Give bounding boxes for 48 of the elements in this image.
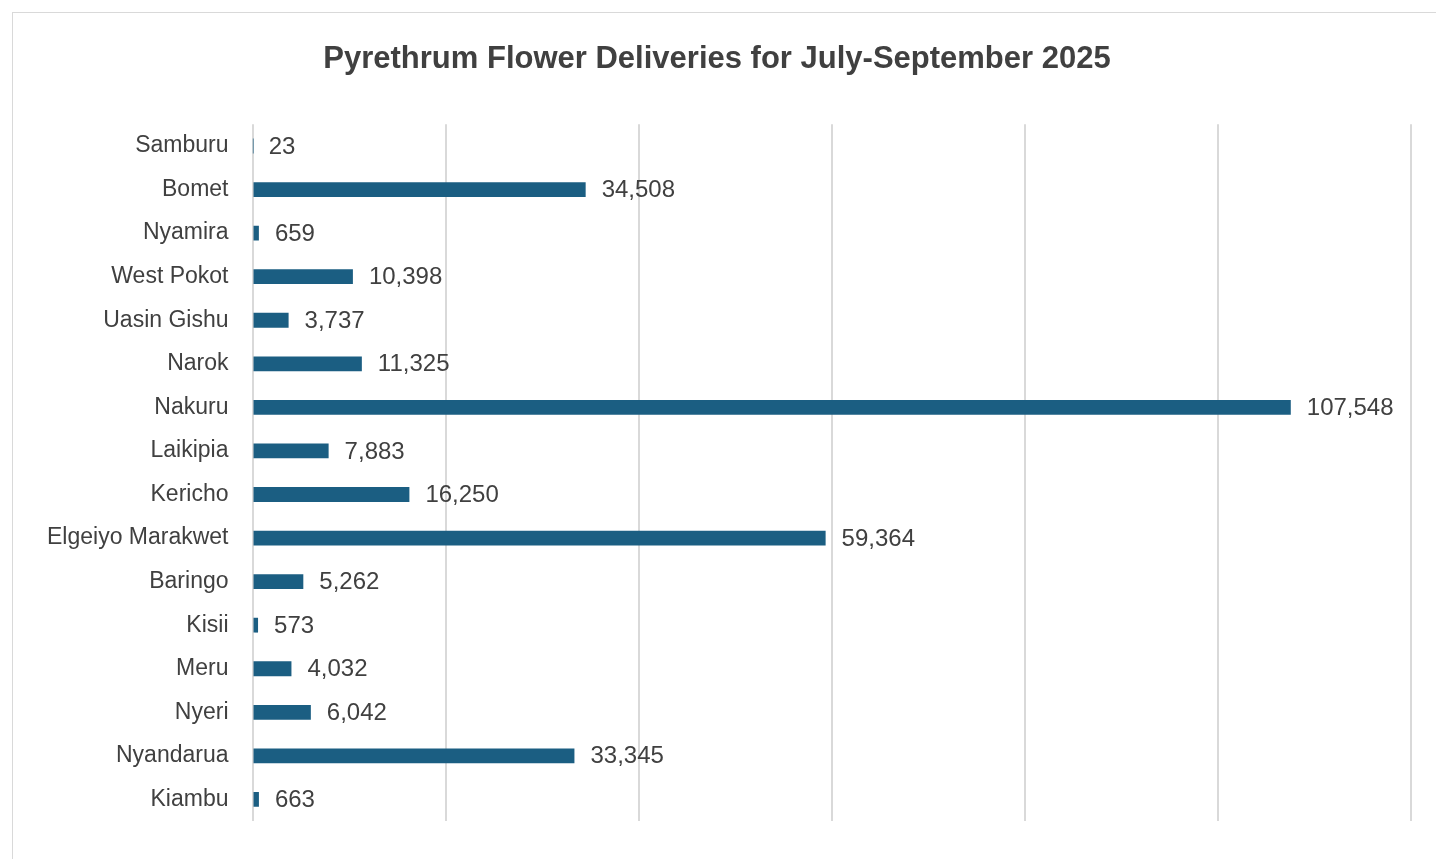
bar [253, 661, 292, 677]
data-label: 11,325 [377, 349, 450, 377]
data-label: 16,250 [425, 480, 499, 508]
bar [253, 312, 289, 328]
y-tick-label: Nakuru [154, 392, 229, 419]
data-label: 34,508 [601, 175, 676, 203]
y-tick-label: Nyamira [142, 218, 229, 245]
bar [253, 225, 259, 241]
y-tick-label: Bomet [162, 174, 230, 201]
y-tick-label: Meru [176, 654, 229, 681]
data-label: 573 [274, 610, 315, 638]
bar [253, 356, 362, 372]
bar [253, 530, 826, 546]
bar [253, 443, 329, 459]
bar [253, 748, 575, 764]
y-tick-label: Kiambu [150, 784, 229, 811]
y-tick-label: Laikipia [150, 436, 229, 463]
data-label: 7,883 [344, 436, 405, 464]
y-tick-label: Kisii [186, 610, 229, 637]
bar [253, 269, 353, 285]
y-tick-label: Baringo [149, 566, 229, 593]
data-label: 10,398 [368, 262, 443, 290]
data-label: 659 [274, 218, 315, 246]
y-tick-label: Nyeri [174, 697, 229, 724]
data-label: 5,262 [319, 567, 380, 595]
bar [253, 487, 410, 502]
data-label: 107,548 [1306, 392, 1394, 420]
bar [253, 182, 586, 197]
bar [253, 792, 259, 807]
y-tick-label: Nyandarua [115, 741, 229, 768]
y-tick-label: Samburu [135, 131, 229, 158]
y-tick-label: Narok [167, 349, 230, 376]
y-tick-label: West Pokot [111, 262, 230, 289]
data-label: 663 [274, 785, 315, 813]
y-tick-label: Elgeiyo Marakwet [46, 523, 230, 550]
bar [253, 617, 259, 633]
data-label: 3,737 [304, 305, 365, 333]
data-label: 59,364 [841, 523, 916, 551]
bar [253, 704, 311, 720]
data-label: 23 [268, 131, 296, 159]
y-tick-label: Kericho [150, 479, 229, 506]
bar [253, 399, 1291, 415]
y-tick-label: Uasin Gishu [103, 305, 229, 332]
data-label: 33,345 [590, 741, 664, 769]
data-label: 4,032 [307, 654, 368, 682]
data-label: 6,042 [326, 697, 387, 725]
chart-title: Pyrethrum Flower Deliveries for July-September 2025 [323, 40, 1111, 76]
bar [253, 574, 304, 590]
